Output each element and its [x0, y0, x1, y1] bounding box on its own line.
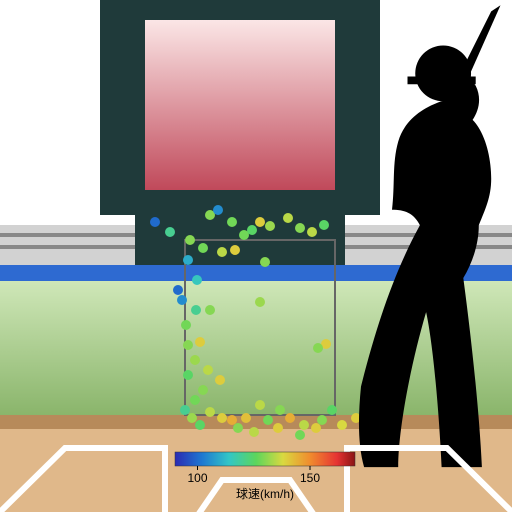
pitch-dot [191, 305, 201, 315]
pitch-dot [183, 370, 193, 380]
pitch-dot [217, 247, 227, 257]
pitch-dot [217, 413, 227, 423]
pitch-dot [198, 385, 208, 395]
pitch-dot [183, 255, 193, 265]
pitch-dot [195, 420, 205, 430]
pitch-dot [255, 400, 265, 410]
colorbar-tick-label: 100 [187, 471, 207, 485]
pitch-dot [233, 423, 243, 433]
pitch-dot [317, 415, 327, 425]
pitch-dot [203, 365, 213, 375]
pitch-dot [319, 220, 329, 230]
pitch-dot [337, 420, 347, 430]
pitch-dot [263, 415, 273, 425]
pitch-dot [299, 420, 309, 430]
pitch-dot [215, 375, 225, 385]
pitch-dot [190, 395, 200, 405]
pitch-dot [295, 223, 305, 233]
pitch-dot [195, 337, 205, 347]
pitch-dot [181, 320, 191, 330]
pitch-dot [165, 227, 175, 237]
pitch-dot [150, 217, 160, 227]
pitch-dot [311, 423, 321, 433]
pitch-dot [173, 285, 183, 295]
colorbar-label: 球速(km/h) [236, 487, 294, 501]
pitch-dot [307, 227, 317, 237]
pitch-dot [192, 275, 202, 285]
pitch-dot [285, 413, 295, 423]
pitch-dot [265, 221, 275, 231]
pitch-dot [185, 235, 195, 245]
pitch-dot [241, 413, 251, 423]
pitch-dot [227, 415, 237, 425]
pitch-dot [283, 213, 293, 223]
pitch-dot [205, 305, 215, 315]
colorbar-tick-label: 150 [300, 471, 320, 485]
pitch-dot [295, 430, 305, 440]
pitch-dot [213, 205, 223, 215]
pitch-dot [187, 413, 197, 423]
pitch-dot [260, 257, 270, 267]
pitch-dot [230, 245, 240, 255]
pitch-dot [327, 405, 337, 415]
pitch-dot [205, 407, 215, 417]
pitch-dot [183, 340, 193, 350]
pitch-dot [177, 295, 187, 305]
pitch-dot [273, 423, 283, 433]
pitch-chart: 100 150 球速(km/h) [0, 0, 512, 512]
pitch-dot [255, 217, 265, 227]
pitch-dot [255, 297, 265, 307]
pitch-dot [180, 405, 190, 415]
pitch-dot [275, 405, 285, 415]
pitch-dot [313, 343, 323, 353]
pitch-dot [190, 355, 200, 365]
pitch-dot [249, 427, 259, 437]
pitch-dot [198, 243, 208, 253]
pitch-dot [247, 225, 257, 235]
pitch-dot [227, 217, 237, 227]
